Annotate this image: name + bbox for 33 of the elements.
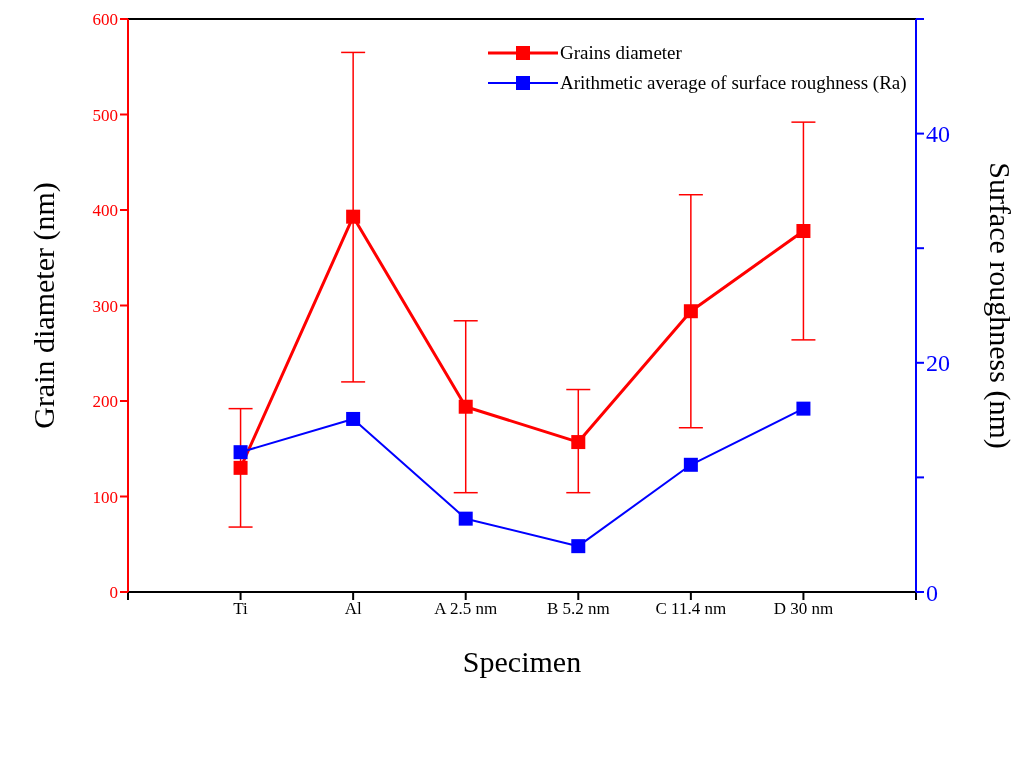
y2-axis-title: Surface roughness (nm) — [983, 162, 1018, 449]
x-tick-label: A 2.5 nm — [434, 599, 498, 619]
legend-label: Arithmetic average of surface roughness (Ra) — [560, 72, 907, 94]
x-tick-label: Ti — [233, 599, 249, 619]
x-tick-label: Al — [344, 599, 362, 619]
point — [571, 435, 586, 450]
x-tick-label: C 11.4 nm — [655, 599, 727, 619]
point — [683, 304, 698, 319]
y-tick-label: 100 — [92, 487, 118, 507]
point — [458, 399, 473, 414]
x-tick-label: D 30 nm — [773, 599, 834, 619]
y-tick-label: 500 — [92, 105, 118, 125]
x-axis-title: Specimen — [462, 645, 582, 678]
y-tick-label: 300 — [92, 296, 118, 316]
y-tick-label: 400 — [92, 201, 118, 221]
y2-tick-label: 20 — [926, 350, 950, 377]
y-tick-label: 0 — [109, 583, 118, 603]
y-tick-label: 600 — [92, 10, 118, 30]
y2-tick-label: 40 — [926, 121, 950, 148]
point — [233, 445, 248, 460]
point — [683, 457, 698, 472]
point — [346, 411, 361, 426]
point — [796, 224, 811, 239]
y-axis-title: Grain diameter (nm) — [26, 182, 61, 429]
point — [458, 511, 473, 526]
point — [233, 460, 248, 475]
point — [571, 539, 586, 554]
x-tick-label: B 5.2 nm — [546, 599, 610, 619]
y2-tick-label: 0 — [926, 579, 938, 606]
point — [796, 401, 811, 416]
legend-label: Grains diameter — [560, 42, 682, 64]
y-tick-label: 200 — [92, 392, 118, 412]
point — [346, 209, 361, 224]
